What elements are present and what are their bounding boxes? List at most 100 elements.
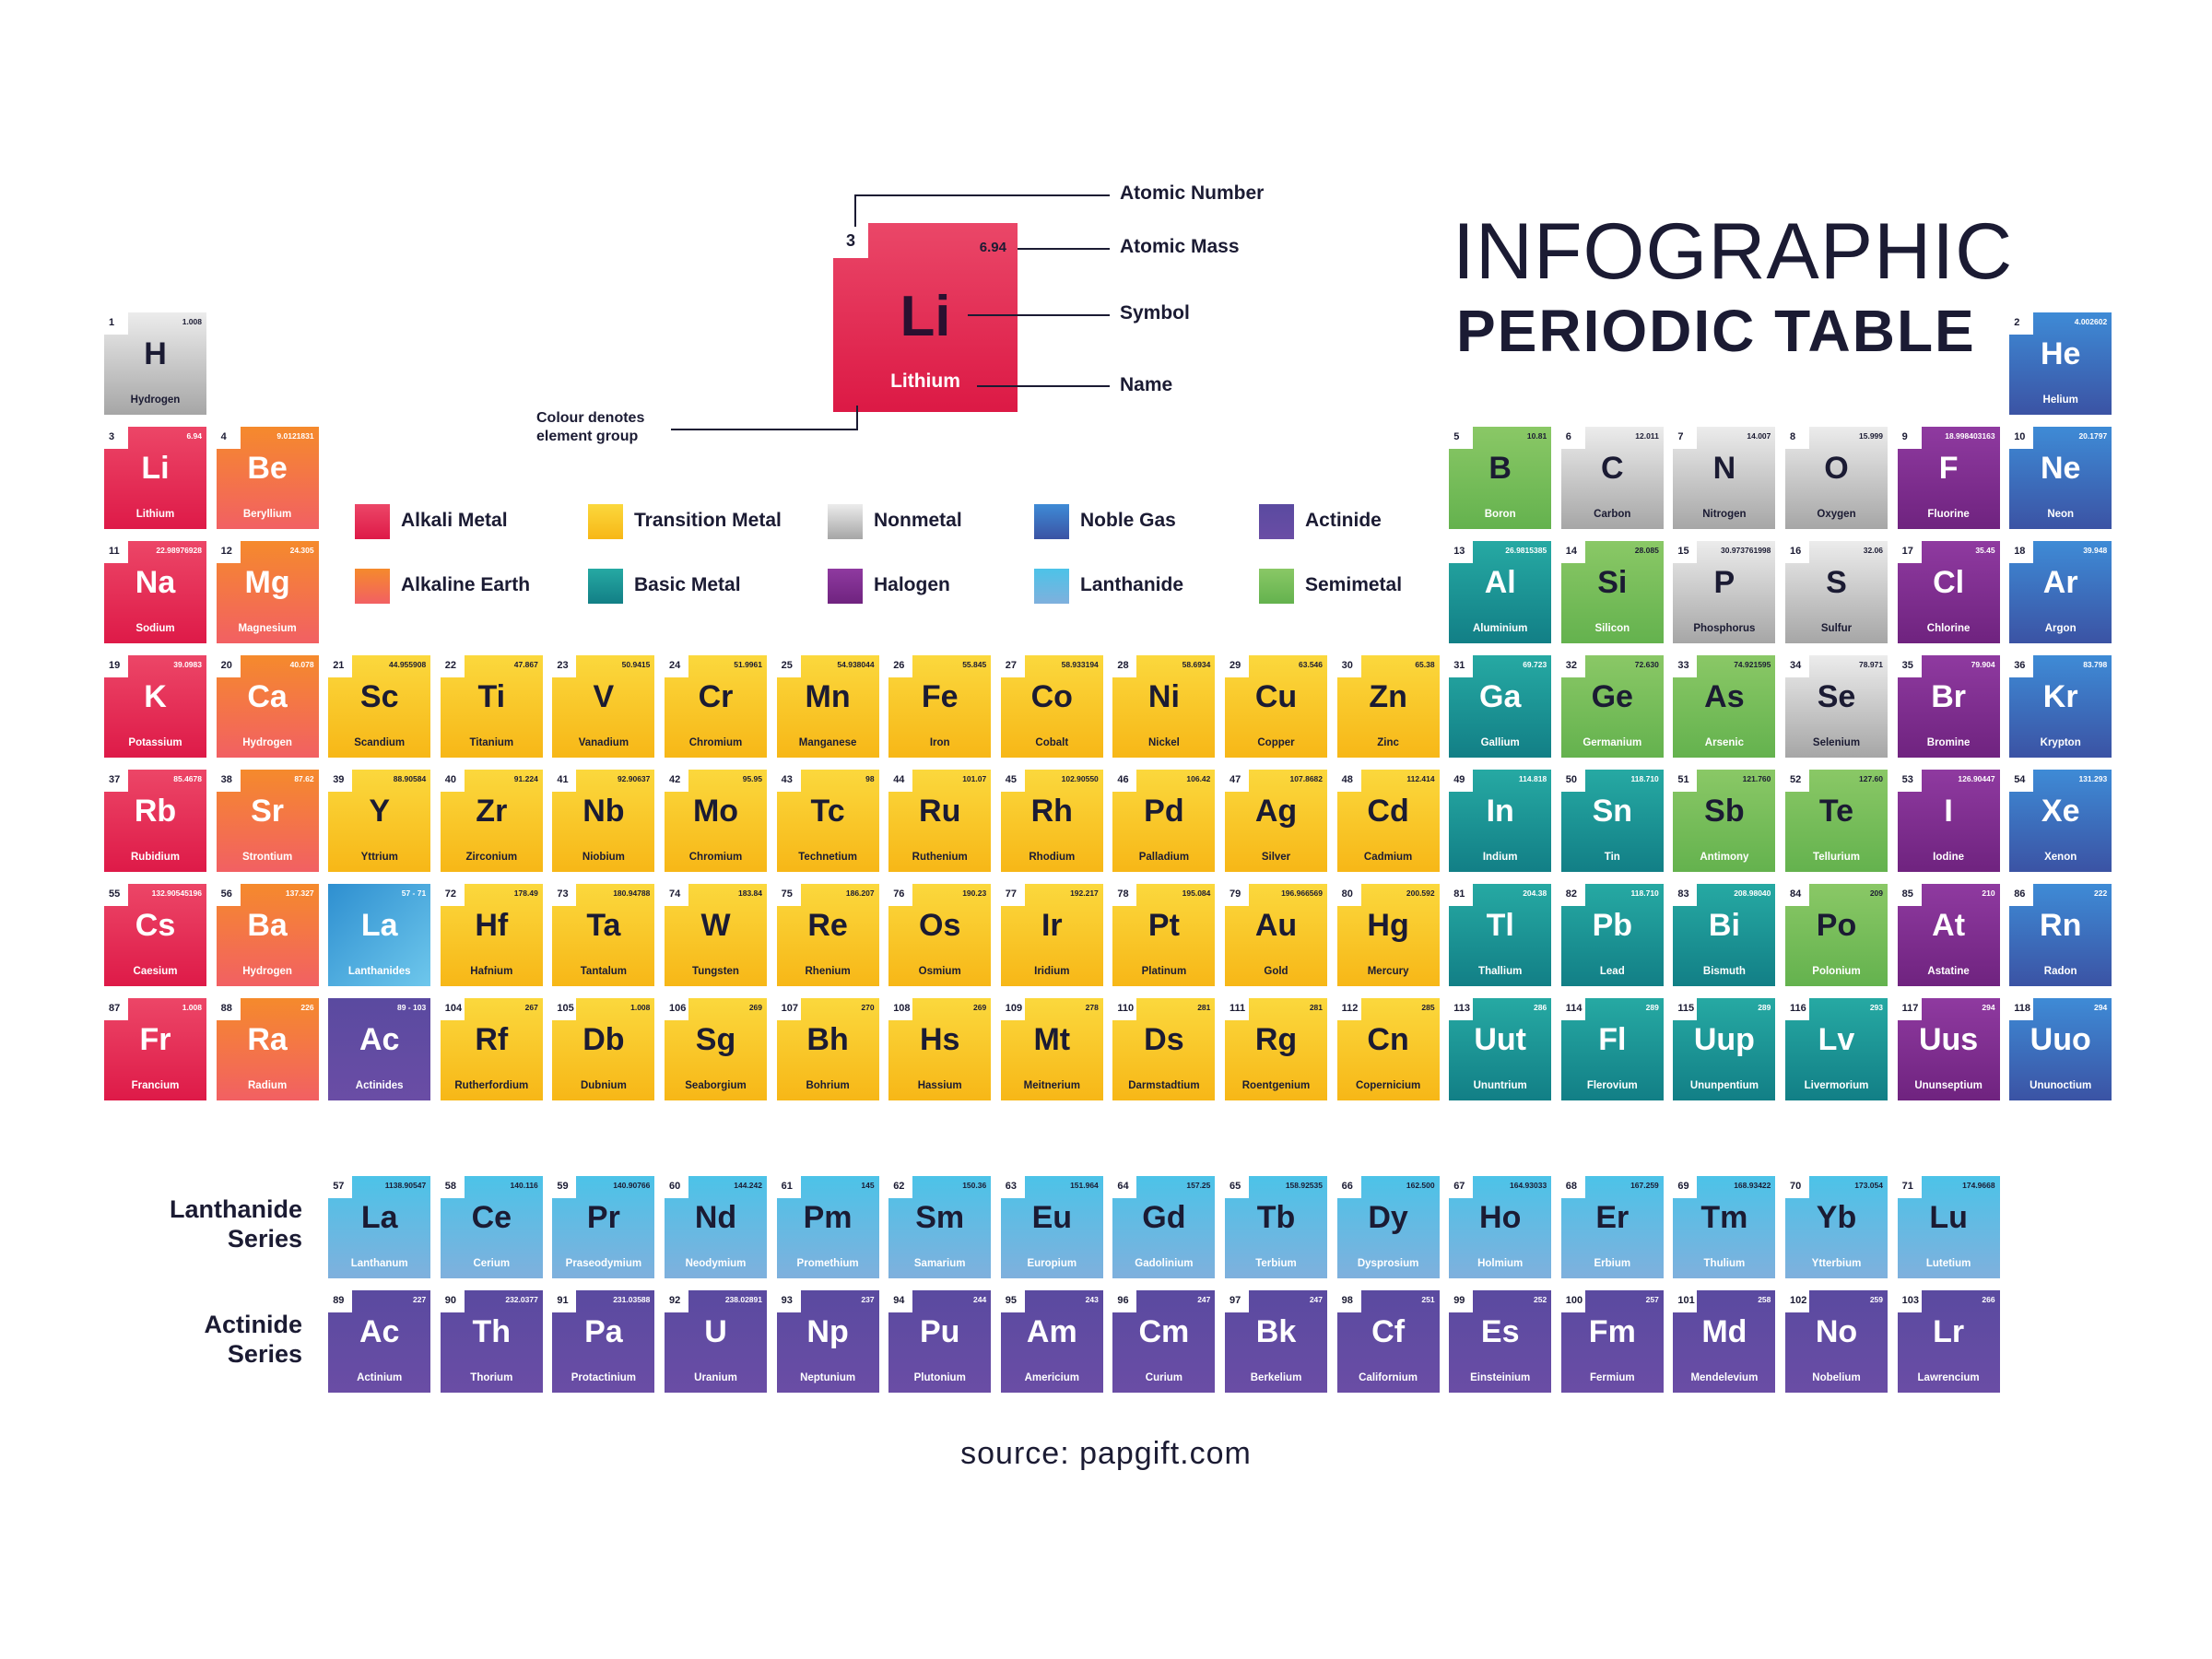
atomic-number: 27 [1000,655,1025,677]
element-name: Germanium [1583,737,1642,748]
atomic-mass: 18.998403163 [1945,431,1995,441]
element-symbol: U [704,1314,727,1349]
element-fr: 87 1.008 Fr Francium [104,998,206,1100]
element-sn: 50 118.710 Sn Tin [1560,770,1664,872]
atomic-mass: 51.9961 [734,660,762,669]
atomic-number: 31 [1449,655,1474,677]
atomic-number: 117 [1897,998,1922,1020]
atomic-mass: 226 [300,1003,314,1012]
atomic-mass: 244 [973,1295,987,1304]
element-name: Tantalum [580,966,628,977]
atomic-number: 110 [1112,998,1137,1020]
element-name: Fluorine [1927,509,1970,520]
atomic-mass: 258 [1758,1295,1771,1304]
atomic-mass: 24.305 [289,546,314,555]
atomic-number: 47 [1225,770,1249,792]
element-name: Francium [131,1080,180,1091]
element-sg: 106 269 Sg Seaborgium [665,998,767,1100]
element-nd: 60 144.242 Nd Neodymium [665,1176,767,1278]
element-co: 27 58.933194 Co Cobalt [1000,655,1103,758]
atomic-number: 57 [328,1176,353,1198]
atomic-mass: 9.0121831 [276,431,314,441]
atomic-mass: 44.955908 [389,660,427,669]
atomic-number: 79 [1225,884,1249,906]
atomic-number: 39 [328,770,353,792]
label-atomic-number: Atomic Number [1120,182,1265,204]
atomic-number: 104 [440,998,465,1020]
atomic-number: 32 [1560,655,1585,677]
element-symbol: Ga [1479,679,1522,714]
atomic-number: 13 [1449,541,1474,563]
element-symbol: In [1486,794,1514,829]
element-name: Lawrencium [1917,1372,1980,1383]
atomic-mass: 32.06 [1863,546,1883,555]
atomic-mass: 180.94788 [613,888,651,898]
element-symbol: I [1944,794,1953,829]
atomic-mass: 294 [2094,1003,2108,1012]
atomic-number: 61 [776,1176,801,1198]
atomic-number: 114 [1560,998,1585,1020]
atomic-mass: 251 [1421,1295,1435,1304]
atomic-number: 16 [1785,541,1809,563]
atomic-number: 58 [440,1176,465,1198]
atomic-mass: 192.217 [1070,888,1099,898]
element-name: Bismuth [1702,966,1746,977]
element-name: Sulfur [1820,623,1853,634]
element-symbol: Ds [1144,1022,1184,1057]
element-name: Polonium [1812,966,1861,977]
element-name: Caesium [133,966,178,977]
element-symbol: W [700,908,731,943]
element-name: Radon [2043,966,2077,977]
atomic-mass: 237 [861,1295,875,1304]
key-atomic-mass: 6.94 [979,240,1006,255]
element-np: 93 237 Np Neptunium [776,1290,879,1393]
atomic-mass: 74.921595 [1734,660,1771,669]
element-ra: 88 226 Ra Radium [216,998,319,1100]
element-name: Potassium [128,737,182,748]
element-name: Dysprosium [1357,1258,1419,1269]
element-symbol: Tm [1700,1200,1748,1235]
atomic-number: 49 [1449,770,1474,792]
atomic-number: 11 [104,541,128,563]
element-uus: 117 294 Uus Ununseptium [1897,998,2000,1100]
atomic-number: 29 [1225,655,1249,677]
atomic-mass: 10.81 [1526,431,1547,441]
element-symbol: Pb [1592,908,1633,943]
element-tb: 65 158.92535 Tb Terbium [1225,1176,1327,1278]
legend-label: Nonmetal [874,510,962,531]
element-name: Zinc [1377,737,1399,748]
atomic-number: 40 [440,770,465,792]
element-f: 9 18.998403163 F Fluorine [1897,427,2000,529]
atomic-number: 80 [1336,884,1361,906]
element-name: Dubnium [580,1080,627,1091]
atomic-mass: 30.973761998 [1721,546,1771,555]
element-name: Promethium [796,1258,859,1269]
atomic-number: 37 [104,770,128,792]
element-la: 57 - 71 La Lanthanides [328,884,431,986]
element-w: 74 183.84 W Tungsten [665,884,767,986]
element-symbol: Fl [1598,1022,1627,1057]
element-name: Tellurium [1813,852,1860,863]
atomic-number: 21 [328,655,353,677]
legend-swatch [1259,569,1294,604]
element-symbol: Se [1817,679,1856,714]
element-i: 53 126.90447 I Iodine [1897,770,2000,872]
element-mg: 12 24.305 Mg Magnesium [216,541,319,643]
atomic-mass: 145 [861,1181,875,1190]
atomic-number: 51 [1673,770,1698,792]
element-symbol: Si [1597,565,1628,600]
element-symbol: Cr [698,679,734,714]
element-hg: 80 200.592 Hg Mercury [1336,884,1440,986]
element-symbol: Dy [1368,1200,1408,1235]
atomic-mass: 259 [1869,1295,1883,1304]
atomic-mass: 1.008 [630,1003,651,1012]
element-symbol: Ra [247,1022,288,1057]
element-name: Europium [1027,1258,1077,1269]
element-name: Selenium [1812,737,1861,748]
element-gd: 64 157.25 Gd Gadolinium [1112,1176,1216,1278]
element-name: Californium [1359,1372,1418,1383]
atomic-number: 5 [1449,427,1474,449]
element-name: Cobalt [1035,737,1069,748]
element-symbol: F [1938,451,1959,486]
atomic-mass: 266 [1982,1295,1995,1304]
